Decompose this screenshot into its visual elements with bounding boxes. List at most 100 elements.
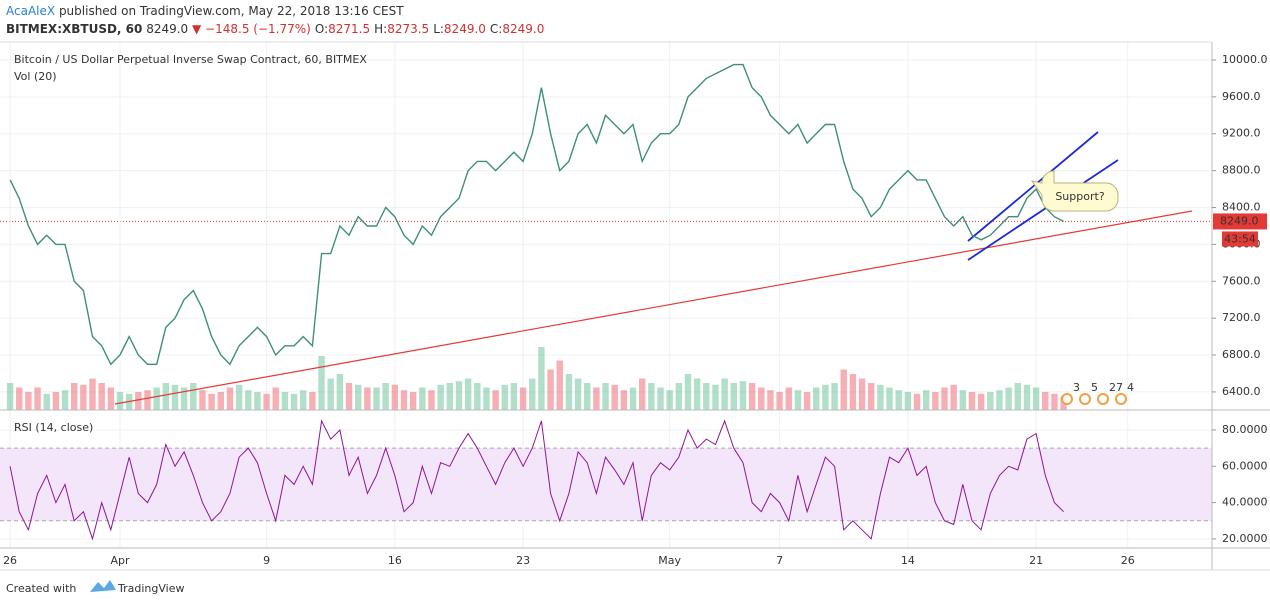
- volume-bar: [675, 383, 683, 410]
- volume-bar: [556, 360, 563, 410]
- volume-bar: [858, 378, 866, 410]
- last-price-label: 8249.0: [1220, 214, 1259, 227]
- volume-bar: [703, 383, 710, 410]
- volume-bar: [1005, 387, 1012, 410]
- volume-bar: [584, 383, 591, 410]
- volume-bar: [464, 378, 472, 410]
- volume-bar: [868, 383, 875, 410]
- y-tick-label: 60.0000: [1222, 459, 1268, 472]
- volume-bar: [813, 387, 820, 410]
- volume-bar: [483, 387, 490, 410]
- volume-bar: [437, 384, 444, 410]
- ohlc-label: O:: [315, 22, 328, 36]
- volume-bar: [895, 390, 902, 410]
- y-tick-label: 7200.0: [1222, 311, 1261, 324]
- event-flag-inner: [1099, 395, 1107, 403]
- volume-bar: [748, 383, 756, 410]
- volume-bar: [281, 392, 289, 410]
- volume-bar: [941, 387, 948, 410]
- volume-bar: [153, 387, 160, 410]
- countdown: 43:54: [1224, 232, 1256, 245]
- event-count: 5: [1091, 381, 1098, 394]
- ohlc-value: 8249.0: [444, 22, 486, 36]
- footer-created: Created with: [6, 582, 76, 595]
- callout: [1030, 170, 1119, 212]
- volume-bar: [803, 392, 811, 410]
- volume-bar: [336, 374, 344, 410]
- callout-text: Support?: [1055, 190, 1104, 203]
- author[interactable]: AcaAleX: [6, 4, 55, 18]
- volume-bar: [318, 356, 325, 410]
- publish-line: AcaAleX published on TradingView.com, Ma…: [6, 4, 404, 18]
- y-tick-label: 8800.0: [1222, 164, 1261, 177]
- volume-bar: [529, 378, 536, 410]
- volume-bar: [400, 390, 408, 410]
- volume-bar: [199, 390, 206, 410]
- volume-bar: [98, 383, 105, 410]
- volume-bar: [565, 374, 573, 410]
- ohlc-value: 8271.5: [328, 22, 370, 36]
- volume-bar: [758, 387, 765, 410]
- volume-bar: [730, 383, 738, 410]
- footer-brand[interactable]: TradingView: [117, 582, 184, 595]
- volume-bar: [959, 390, 967, 410]
- y-tick-label: 80.0000: [1222, 423, 1268, 436]
- volume-bar: [776, 392, 783, 410]
- volume-bar: [904, 392, 912, 410]
- volume-bar: [767, 390, 774, 410]
- volume-bar: [354, 384, 362, 410]
- event-count: 27: [1109, 381, 1123, 394]
- ohlc-label: L:: [433, 22, 444, 36]
- volume-bar: [70, 383, 78, 410]
- volume-bar: [785, 387, 792, 410]
- volume-bar: [428, 390, 435, 410]
- volume-bar: [611, 384, 618, 410]
- x-tick-label: 21: [1029, 554, 1043, 567]
- volume-bar: [629, 387, 637, 410]
- volume-bar: [638, 378, 646, 410]
- volume-bar: [419, 387, 426, 410]
- ohlc-label: C:: [490, 22, 502, 36]
- y-tick-label: 10000.0: [1222, 53, 1268, 66]
- y-tick-label: 6800.0: [1222, 348, 1261, 361]
- volume-bar: [492, 390, 499, 410]
- trend-line: [114, 210, 1193, 405]
- volume-bar: [364, 387, 371, 410]
- volume-bar: [272, 387, 279, 410]
- volume-bar: [822, 384, 829, 410]
- volume-bar: [977, 393, 985, 410]
- volume-bar: [1014, 383, 1021, 410]
- volume-bar: [501, 384, 508, 410]
- volume-bar: [620, 390, 628, 410]
- channel-line: [967, 131, 1099, 242]
- volume-bar: [144, 390, 151, 410]
- ohlc-label: H:: [374, 22, 387, 36]
- volume-bar: [1051, 393, 1058, 410]
- volume-bar: [886, 387, 893, 410]
- volume-bar: [107, 387, 115, 410]
- volume-bar: [1032, 387, 1040, 410]
- event-count: 3: [1073, 381, 1080, 394]
- volume-bar: [135, 392, 142, 410]
- price: 8249.0: [146, 22, 188, 36]
- volume-bar: [474, 383, 481, 410]
- countdown-box: [1222, 231, 1258, 247]
- event-flag-inner: [1063, 395, 1071, 403]
- volume-bar: [116, 392, 124, 410]
- published: published on TradingView.com, May 22, 20…: [59, 4, 404, 18]
- volume-bar: [519, 387, 527, 410]
- rsi-title: RSI (14, close): [14, 421, 93, 434]
- volume-bar: [217, 392, 224, 410]
- volume-bar: [373, 387, 380, 410]
- symbol: BITMEX:XBTUSD, 60: [6, 22, 142, 36]
- volume-bar: [226, 387, 234, 410]
- x-tick-label: Apr: [110, 554, 130, 567]
- event-flag-inner: [1081, 395, 1089, 403]
- volume-bar: [968, 392, 976, 410]
- volume-bar: [913, 393, 921, 410]
- volume-bar: [345, 383, 353, 410]
- volume-bar: [1042, 392, 1049, 410]
- event-flag-inner: [1117, 395, 1125, 403]
- volume-bar: [409, 392, 417, 410]
- y-tick-label: 40.0000: [1222, 496, 1268, 509]
